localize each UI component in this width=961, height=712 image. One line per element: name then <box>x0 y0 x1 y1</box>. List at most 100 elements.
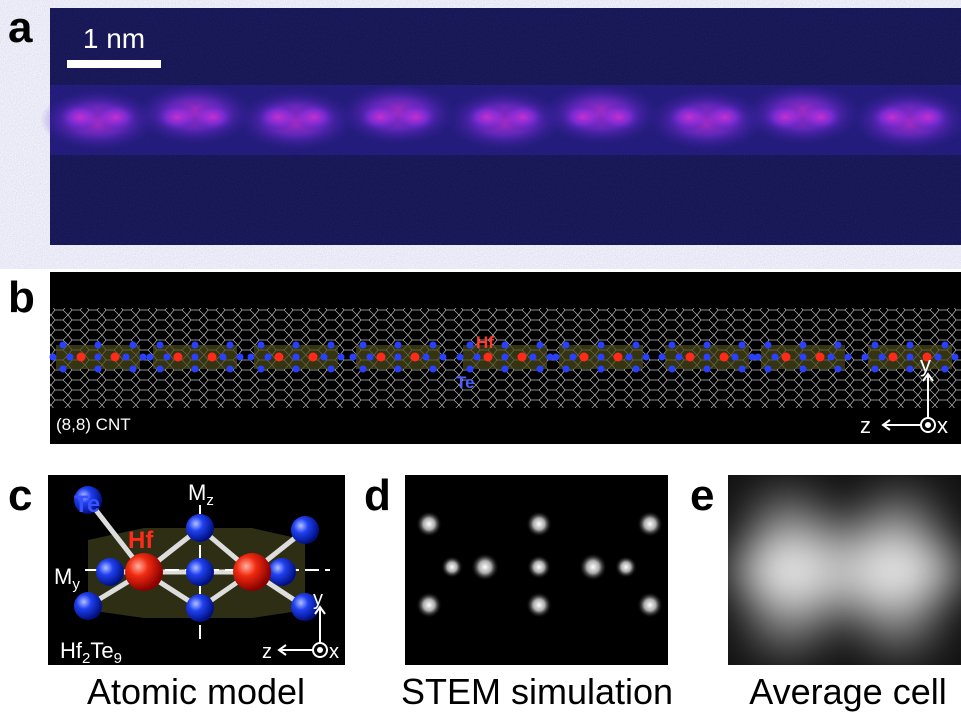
te-atom <box>293 354 300 361</box>
te-atom <box>952 354 959 361</box>
te-atom <box>907 342 914 349</box>
formula-part: Te <box>90 638 113 663</box>
te-atom <box>321 354 328 361</box>
te-atom <box>130 366 137 373</box>
hf-atom <box>208 353 217 362</box>
te-atom <box>835 366 842 373</box>
te-atom <box>467 366 474 373</box>
atom-chain <box>50 342 959 373</box>
scale-bar <box>67 60 161 68</box>
te-atom <box>95 366 102 373</box>
axis-label: z <box>860 413 871 438</box>
hf-atom <box>377 353 386 362</box>
te-atom <box>537 366 544 373</box>
atom-blob <box>394 103 438 131</box>
te-atom <box>598 354 605 361</box>
te-atom <box>430 342 437 349</box>
te-atom <box>192 354 199 361</box>
te-atom <box>95 354 102 361</box>
hf-atom <box>614 353 623 362</box>
te-atom <box>367 354 374 361</box>
te-atom <box>95 342 102 349</box>
te-atom <box>633 366 640 373</box>
te-atom <box>395 366 402 373</box>
te-atom <box>192 366 199 373</box>
te-atom <box>227 342 234 349</box>
te-atom <box>872 366 879 373</box>
formula-part: Hf <box>60 638 83 663</box>
formula-part: 9 <box>114 650 122 667</box>
te-atom <box>800 342 807 349</box>
te-atom <box>907 354 914 361</box>
te-atom <box>669 366 676 373</box>
te-atom <box>123 354 130 361</box>
hf-atom <box>309 353 318 362</box>
te-atom <box>237 354 244 361</box>
hf-atom <box>782 353 791 362</box>
te-atom <box>248 354 255 361</box>
te-atom <box>845 354 852 361</box>
te-atom <box>537 342 544 349</box>
te-atom <box>862 354 869 361</box>
te-atom <box>328 366 335 373</box>
panel-label: b <box>8 273 35 322</box>
te-atom <box>942 366 949 373</box>
atom-blob <box>94 103 138 131</box>
te-atom <box>739 342 746 349</box>
te-atom <box>60 366 67 373</box>
te-atom <box>765 342 772 349</box>
te-atom <box>192 342 199 349</box>
spot <box>637 592 663 618</box>
te-atom <box>147 354 154 361</box>
figure: a 1 nm b Hf Te (8,8) CNT z y x c Te Hf M… <box>0 0 961 712</box>
te-atom <box>50 354 57 361</box>
scale-bar-label: 1 nm <box>83 23 145 54</box>
mirror-symbol: M <box>54 564 72 589</box>
te-atom <box>293 342 300 349</box>
panel-label: d <box>364 471 391 520</box>
mirror-symbol: M <box>188 480 206 505</box>
te-atom <box>659 354 666 361</box>
te-atom <box>547 354 554 361</box>
te-atom <box>749 354 756 361</box>
te-atom <box>457 354 464 361</box>
te-atom <box>395 354 402 361</box>
atom-blob <box>597 103 641 131</box>
te-atom <box>907 366 914 373</box>
spot <box>527 555 551 579</box>
mirror-subscript: y <box>72 576 80 593</box>
te-atom <box>502 366 509 373</box>
te-atom <box>669 342 676 349</box>
te-atom <box>935 354 942 361</box>
te-atom <box>732 354 739 361</box>
axis-label: x <box>937 413 948 438</box>
te-atom <box>633 342 640 349</box>
hf-atom <box>484 353 493 362</box>
atom-label: Hf <box>128 527 154 554</box>
te-atom <box>530 354 537 361</box>
atom-label: Hf <box>476 333 494 352</box>
te-atom <box>704 366 711 373</box>
atom-blob <box>501 103 545 131</box>
hf-atom <box>518 353 527 362</box>
panel-label: e <box>690 471 714 520</box>
hf-atom <box>686 353 695 362</box>
hf-atom <box>816 353 825 362</box>
te-atom <box>765 366 772 373</box>
atom-label: Te <box>456 373 475 392</box>
te-atom <box>265 354 272 361</box>
te-atom <box>755 354 762 361</box>
te-atom <box>800 366 807 373</box>
tube-label: (8,8) CNT <box>56 415 131 434</box>
average-image <box>728 475 961 665</box>
formula-part: 2 <box>82 650 90 667</box>
spot <box>579 553 607 581</box>
spot <box>526 511 552 537</box>
te-atom <box>676 354 683 361</box>
mirror-subscript: z <box>206 492 214 509</box>
spot <box>471 553 499 581</box>
hf-atom <box>174 353 183 362</box>
te-atom <box>423 354 430 361</box>
te-atom <box>140 354 147 361</box>
hf-atom <box>275 353 284 362</box>
